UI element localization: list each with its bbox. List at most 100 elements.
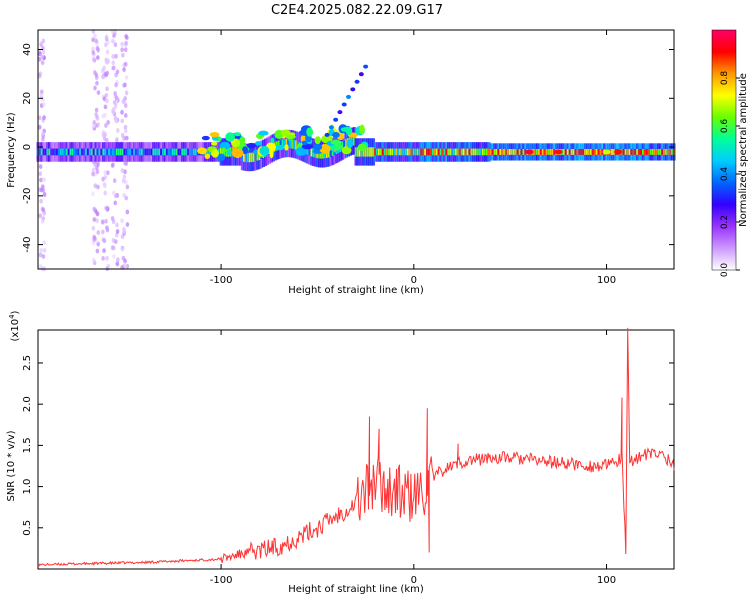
spectrogram-band [497, 148, 501, 155]
spectrogram-trace [346, 94, 352, 99]
spectrogram-band [364, 147, 368, 157]
spectrogram-band [404, 148, 408, 156]
spectrogram-streak [114, 53, 118, 59]
spectrogram-band [46, 148, 50, 156]
spectrogram-streak [96, 121, 101, 127]
spectrogram-trace [350, 87, 356, 92]
spectrogram-band [599, 148, 603, 155]
spectrogram-band [162, 148, 165, 156]
spectrogram-streak [122, 192, 126, 198]
spectrogram-band [86, 148, 90, 156]
spectrogram-streak [91, 257, 96, 263]
spectrogram-band [630, 148, 633, 155]
snr-line [37, 327, 675, 567]
spectrogram-streak [42, 177, 46, 183]
spectrogram-band [493, 148, 497, 155]
spectrogram-band [152, 148, 156, 156]
spectrogram-trace [337, 110, 343, 115]
spectrogram-streak [120, 47, 124, 53]
spectrogram-streak [94, 107, 99, 113]
spectrogram-band [94, 148, 98, 156]
snr-y-ticks: 0.5 1.0 1.5 2.0 2.5 [22, 355, 674, 536]
spectrogram-band [92, 148, 96, 156]
spectrogram-streak [113, 28, 118, 34]
spectrogram-band [651, 148, 655, 155]
y-tick-label: 0 [22, 144, 33, 150]
spectrogram-band [185, 148, 188, 156]
spectrogram-streak [101, 237, 106, 243]
spectrogram-blob [295, 147, 307, 156]
spectrogram-band [244, 152, 248, 163]
spectrogram-band [545, 148, 549, 155]
spectrogram-band [391, 148, 395, 156]
spectrogram-streak [105, 137, 109, 143]
spectrogram-band [464, 148, 468, 156]
spectrogram-y-ticks: -40 -20 0 20 40 [22, 43, 674, 253]
spectrogram-band [121, 148, 125, 156]
colorbar-gradient [711, 29, 737, 271]
spectrogram-band [439, 148, 443, 156]
spectrogram-band [397, 148, 400, 156]
spectrogram-band [59, 148, 63, 156]
spectrogram-band [586, 148, 589, 155]
spectrogram-band [171, 148, 175, 156]
spectrogram-trace [341, 102, 347, 107]
spectrogram-streak [125, 35, 129, 41]
spectrogram-streak [111, 110, 116, 115]
spectrogram-band [135, 148, 138, 156]
spectrogram-band [376, 148, 379, 156]
spectrogram-band [564, 148, 568, 155]
spectrogram-streak [93, 183, 98, 189]
spectrogram-band [327, 148, 331, 158]
spectrogram-streak [122, 229, 127, 235]
spectrogram-band [657, 148, 660, 155]
spectrogram-streak [112, 178, 117, 184]
spectrogram-streak [115, 229, 120, 234]
spectrogram-band [175, 148, 179, 156]
spectrogram-band [84, 148, 88, 156]
spectrogram-band [192, 148, 196, 156]
colorbar-ticks: 0.0 0.2 0.4 0.6 0.8 [720, 71, 740, 277]
spectrogram-streak [38, 164, 43, 169]
spectrogram-band [534, 148, 537, 155]
spectrogram-streak [42, 115, 46, 121]
spectrogram-band [246, 152, 250, 163]
spectrogram-band [429, 148, 433, 156]
spectrogram-streak [123, 103, 128, 109]
spectrogram-band [56, 148, 59, 156]
spectrogram-streak [103, 104, 108, 110]
snr-y-axis-label: SNR (10 * v/v) [6, 430, 17, 501]
spectrogram-streak [39, 177, 43, 183]
spectrogram-band [190, 148, 194, 156]
spectrogram-band [482, 148, 485, 156]
spectrogram-band [572, 148, 576, 155]
spectrogram-band [431, 148, 435, 156]
spectrogram-streak [121, 255, 126, 261]
spectrogram-band [42, 148, 46, 156]
spectrogram-blob [209, 131, 220, 138]
spectrogram-streak [92, 206, 97, 212]
spectrogram-band [547, 148, 551, 155]
spectrogram-streak [105, 98, 109, 104]
spectrogram-band [183, 148, 186, 156]
spectrogram-band [52, 148, 55, 156]
spectrogram-band [468, 148, 472, 156]
spectrogram-streak [103, 170, 108, 175]
spectrogram-band [395, 148, 398, 156]
spectrogram-streak [115, 222, 119, 228]
spectrogram-blob [301, 140, 308, 146]
spectrogram-band [48, 148, 51, 156]
spectrogram-streak [104, 42, 108, 48]
spectrogram-band [291, 139, 294, 149]
spectrogram-streak [120, 218, 124, 224]
spectrogram-blob [357, 143, 367, 151]
spectrogram-streak [115, 127, 120, 133]
spectrogram-streak [100, 219, 105, 225]
snr-frame [37, 329, 675, 570]
spectrogram-band [543, 148, 547, 155]
spectrogram-band [293, 139, 296, 150]
spectrogram-streak [91, 171, 95, 177]
spectrogram-band [131, 148, 134, 156]
spectrogram-band [110, 148, 113, 156]
spectrogram-band [441, 148, 445, 156]
